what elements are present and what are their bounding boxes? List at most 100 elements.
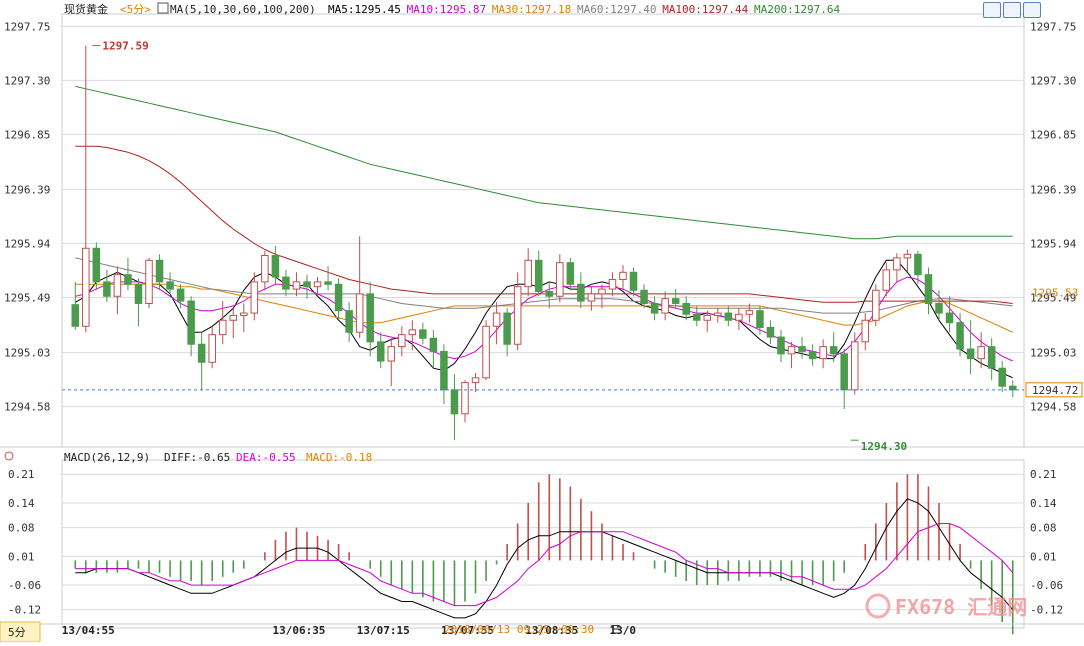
candle <box>503 308 511 357</box>
time-tick-label: 13/04:55 <box>62 624 115 637</box>
candle-body <box>819 346 827 360</box>
candle-body <box>924 274 933 304</box>
time-tick-label: 13/0 <box>610 624 637 637</box>
close-panel-icon[interactable] <box>1003 2 1021 18</box>
candle-body <box>534 259 543 292</box>
candle <box>598 284 606 309</box>
macd-tick-left: 0.14 <box>8 497 35 510</box>
candle <box>798 337 806 359</box>
candle-body <box>545 290 554 297</box>
candle-body <box>735 313 743 321</box>
extreme-price-label: 1294.30 <box>861 440 907 453</box>
candle-body <box>82 247 90 327</box>
candle-body <box>408 329 417 336</box>
candle <box>513 272 522 351</box>
candle-body <box>218 319 227 336</box>
candle-body <box>703 314 712 321</box>
current-price-tag <box>1025 382 1083 398</box>
candle-body <box>640 289 648 304</box>
candle <box>197 332 206 390</box>
candle-body <box>103 281 111 297</box>
macd-tick-right: 0.21 <box>1030 468 1057 481</box>
candle <box>250 272 259 321</box>
candle-body <box>166 281 174 290</box>
candle-body <box>556 262 564 297</box>
candle <box>103 269 111 303</box>
ma-line-ma5 <box>75 259 1013 379</box>
macd-tick-right: -0.06 <box>1030 579 1063 592</box>
ma-line-ma200 <box>75 85 1013 240</box>
candle-body <box>461 382 469 415</box>
candle-body <box>608 278 617 290</box>
macd-tick-right: 0.08 <box>1030 522 1057 535</box>
candle-body <box>798 346 806 352</box>
settings-icon[interactable] <box>1023 2 1041 18</box>
candle-body <box>966 348 975 360</box>
candle <box>429 329 438 369</box>
ma-value-label: MA5:1295.45 <box>328 3 401 16</box>
candle <box>282 269 290 297</box>
candle-body <box>682 302 690 315</box>
price-tick-left: 1297.75 <box>4 20 50 33</box>
macd-panel-frame <box>61 459 1025 629</box>
macd-tick-left: -0.06 <box>8 579 41 592</box>
candle <box>82 45 90 333</box>
time-tick-label: 13/08:35 <box>525 624 578 637</box>
candle <box>324 266 332 291</box>
zoom-toggle-icon[interactable] <box>983 2 1001 18</box>
candle <box>218 301 227 345</box>
candle <box>398 326 406 357</box>
candle <box>355 236 364 339</box>
ma-value-label: MA100:1297.44 <box>662 3 748 16</box>
candle-body <box>155 259 164 283</box>
macd-tick-right: 0.01 <box>1030 550 1057 563</box>
period-label: <5分> <box>120 3 151 16</box>
candle <box>850 332 859 395</box>
candle-body <box>71 304 80 327</box>
ma-line-ma30 <box>75 283 1013 333</box>
candle <box>724 305 733 327</box>
candle-body <box>777 336 785 355</box>
candle-body <box>692 313 701 321</box>
watermark-text: FX678 汇通网 <box>895 595 1027 619</box>
candle-body <box>440 350 448 391</box>
candle-body <box>503 312 511 345</box>
candle <box>935 290 943 321</box>
macd-tick-left: -0.12 <box>8 604 41 617</box>
candle <box>819 339 827 369</box>
candle <box>292 272 301 297</box>
price-panel-frame <box>61 13 1025 448</box>
candle-body <box>629 271 638 291</box>
current-price-label: 1294.72 <box>1032 384 1078 397</box>
candle-body <box>977 346 985 360</box>
candle-body <box>661 298 669 314</box>
candle <box>229 308 238 339</box>
instrument-name: 现货黄金 <box>64 2 108 16</box>
candle <box>208 326 216 369</box>
time-range-suffix: 三 <box>610 623 621 636</box>
candle <box>945 296 954 333</box>
candle <box>345 302 353 342</box>
candle-body <box>1008 385 1017 391</box>
candle <box>829 332 838 363</box>
macd-diff-line <box>75 498 1014 619</box>
candle-body <box>124 274 132 285</box>
candle <box>872 284 880 327</box>
candle <box>661 291 669 321</box>
candle <box>956 313 964 357</box>
candle <box>619 265 627 291</box>
candle <box>419 322 427 345</box>
candle-body <box>724 312 733 321</box>
candle-body <box>861 319 870 343</box>
candle-body <box>355 293 364 333</box>
candle <box>914 250 922 285</box>
candle <box>777 329 785 363</box>
candle <box>903 249 912 273</box>
candle <box>492 302 501 345</box>
macd-indicator-icon <box>4 451 14 461</box>
ma-value-label: MA10:1295.87 <box>407 3 486 16</box>
price-tick-right: 1297.75 <box>1030 20 1076 33</box>
candle <box>998 361 1006 393</box>
candle <box>566 257 575 291</box>
